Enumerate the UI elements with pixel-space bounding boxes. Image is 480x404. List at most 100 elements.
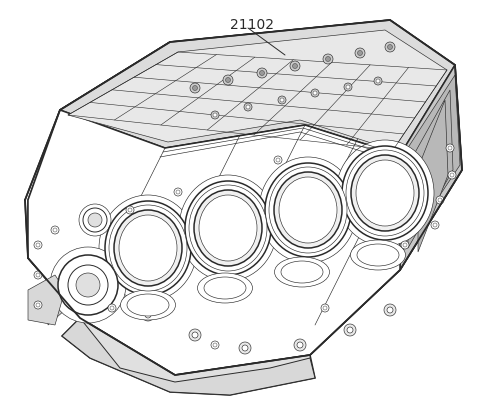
Polygon shape bbox=[28, 275, 65, 325]
Circle shape bbox=[344, 83, 352, 91]
Circle shape bbox=[189, 329, 201, 341]
Circle shape bbox=[387, 44, 393, 50]
Ellipse shape bbox=[259, 157, 357, 263]
Circle shape bbox=[211, 111, 219, 119]
Polygon shape bbox=[28, 42, 178, 318]
Circle shape bbox=[176, 190, 180, 194]
Ellipse shape bbox=[269, 167, 347, 253]
Circle shape bbox=[311, 89, 319, 97]
Circle shape bbox=[50, 247, 126, 323]
Circle shape bbox=[223, 75, 233, 85]
Circle shape bbox=[368, 173, 372, 177]
Circle shape bbox=[53, 228, 57, 232]
Ellipse shape bbox=[119, 215, 177, 281]
Circle shape bbox=[142, 309, 154, 321]
Circle shape bbox=[294, 339, 306, 351]
Circle shape bbox=[192, 86, 197, 90]
Circle shape bbox=[387, 307, 393, 313]
Circle shape bbox=[325, 57, 331, 61]
Circle shape bbox=[401, 241, 409, 249]
Polygon shape bbox=[75, 175, 92, 300]
Circle shape bbox=[290, 61, 300, 71]
Polygon shape bbox=[62, 318, 315, 395]
Circle shape bbox=[323, 306, 327, 310]
Ellipse shape bbox=[281, 261, 323, 283]
Circle shape bbox=[384, 304, 396, 316]
Ellipse shape bbox=[99, 195, 197, 301]
Circle shape bbox=[36, 273, 40, 277]
Circle shape bbox=[34, 271, 42, 279]
Circle shape bbox=[34, 241, 42, 249]
Ellipse shape bbox=[189, 185, 267, 271]
Circle shape bbox=[448, 146, 452, 150]
Polygon shape bbox=[68, 30, 447, 150]
Circle shape bbox=[355, 48, 365, 58]
Text: 21102: 21102 bbox=[230, 18, 274, 32]
Circle shape bbox=[292, 63, 298, 69]
Circle shape bbox=[450, 173, 454, 177]
Circle shape bbox=[431, 221, 439, 229]
Circle shape bbox=[278, 96, 286, 104]
Circle shape bbox=[239, 342, 251, 354]
Ellipse shape bbox=[204, 277, 246, 299]
Circle shape bbox=[190, 83, 200, 93]
Ellipse shape bbox=[127, 294, 169, 316]
Ellipse shape bbox=[114, 210, 182, 286]
Circle shape bbox=[213, 343, 217, 347]
Polygon shape bbox=[418, 100, 448, 252]
Polygon shape bbox=[25, 20, 462, 375]
Circle shape bbox=[76, 273, 100, 297]
Ellipse shape bbox=[357, 244, 399, 266]
Circle shape bbox=[274, 156, 282, 164]
Ellipse shape bbox=[356, 160, 414, 226]
Circle shape bbox=[211, 341, 219, 349]
Circle shape bbox=[36, 303, 40, 307]
Polygon shape bbox=[400, 75, 460, 255]
Circle shape bbox=[108, 304, 116, 312]
Circle shape bbox=[346, 85, 350, 89]
Ellipse shape bbox=[199, 195, 257, 261]
Circle shape bbox=[344, 324, 356, 336]
Circle shape bbox=[385, 42, 395, 52]
Circle shape bbox=[226, 78, 230, 82]
Circle shape bbox=[403, 243, 407, 247]
Ellipse shape bbox=[279, 177, 337, 243]
Ellipse shape bbox=[197, 273, 252, 303]
Ellipse shape bbox=[194, 190, 262, 266]
Circle shape bbox=[83, 208, 107, 232]
Circle shape bbox=[376, 79, 380, 83]
Ellipse shape bbox=[342, 146, 428, 240]
Ellipse shape bbox=[350, 240, 406, 270]
Ellipse shape bbox=[179, 175, 277, 281]
Circle shape bbox=[68, 265, 108, 305]
Circle shape bbox=[313, 91, 317, 95]
Circle shape bbox=[297, 342, 303, 348]
Circle shape bbox=[128, 208, 132, 212]
Circle shape bbox=[276, 158, 280, 162]
Ellipse shape bbox=[265, 163, 351, 257]
Polygon shape bbox=[62, 318, 315, 395]
Circle shape bbox=[446, 144, 454, 152]
Polygon shape bbox=[28, 110, 400, 375]
Circle shape bbox=[79, 204, 111, 236]
Circle shape bbox=[358, 50, 362, 55]
Polygon shape bbox=[400, 65, 462, 270]
Ellipse shape bbox=[336, 140, 434, 246]
Circle shape bbox=[321, 304, 329, 312]
Circle shape bbox=[110, 306, 114, 310]
Circle shape bbox=[242, 345, 248, 351]
Ellipse shape bbox=[105, 201, 191, 295]
Circle shape bbox=[374, 77, 382, 85]
Circle shape bbox=[34, 301, 42, 309]
Circle shape bbox=[126, 206, 134, 214]
Circle shape bbox=[51, 226, 59, 234]
Circle shape bbox=[433, 223, 437, 227]
Ellipse shape bbox=[109, 205, 187, 291]
Circle shape bbox=[36, 243, 40, 247]
Ellipse shape bbox=[275, 257, 329, 287]
Ellipse shape bbox=[351, 155, 419, 231]
Ellipse shape bbox=[120, 290, 176, 320]
Circle shape bbox=[88, 213, 102, 227]
Circle shape bbox=[436, 196, 444, 204]
Circle shape bbox=[174, 188, 182, 196]
